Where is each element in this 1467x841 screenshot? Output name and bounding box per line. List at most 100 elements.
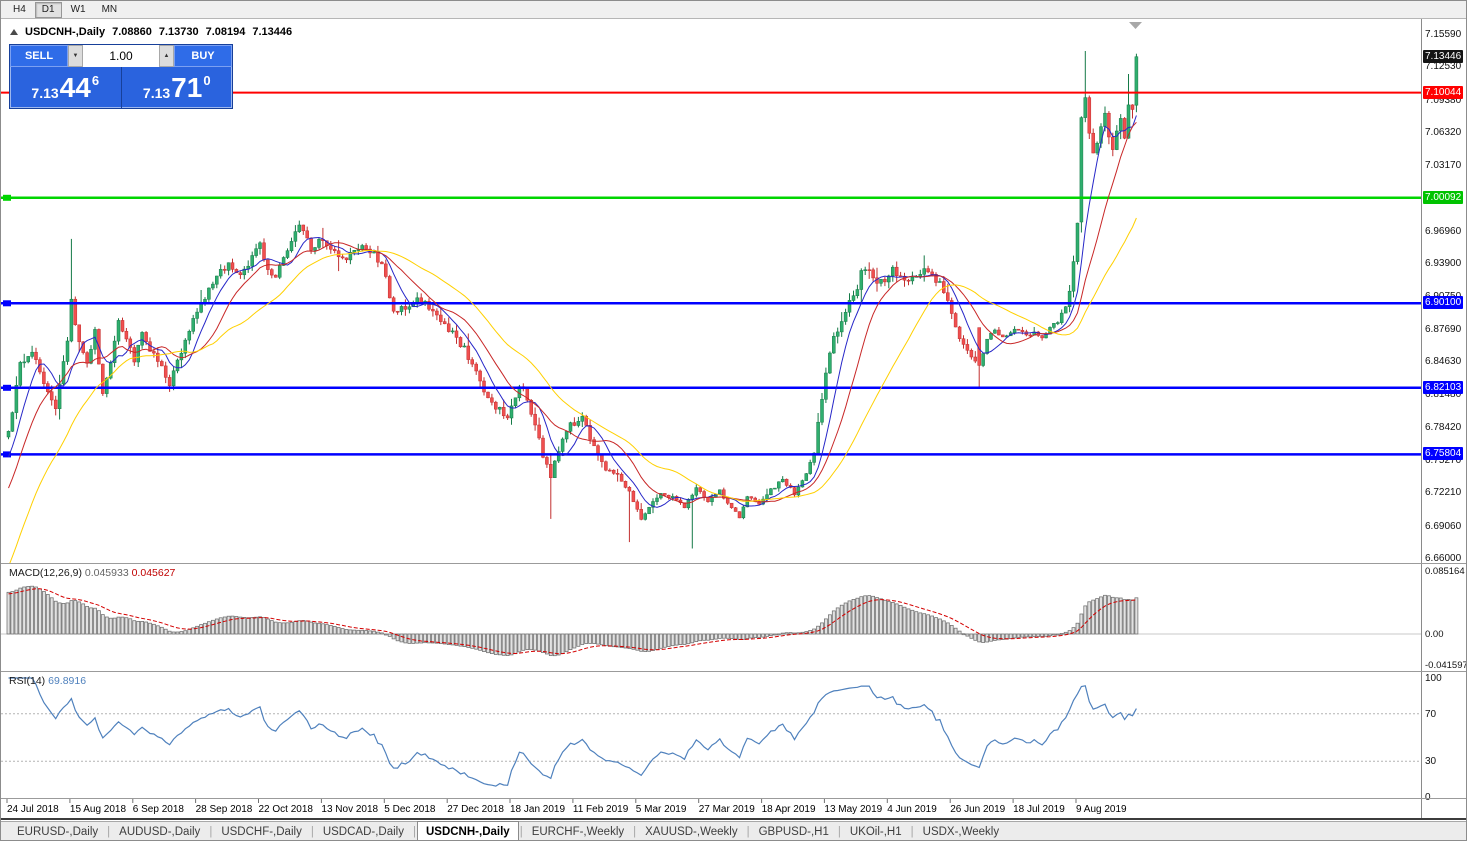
tab-audusd-daily[interactable]: AUDUSD-,Daily: [119, 826, 201, 838]
ohlc-low: 7.08194: [205, 26, 246, 38]
sell-price-pipette: 6: [91, 73, 100, 88]
price-axis-tick: 6.81480: [1425, 389, 1462, 401]
tab-separator: |: [746, 826, 750, 838]
time-axis[interactable]: 24 Jul 2018 15 Aug 2018 6 Sep 2018 28 Sep 2…: [6, 799, 1127, 815]
level-lines: [1, 91, 1421, 458]
price-axis-tick: 7.15590: [1425, 29, 1462, 40]
ma-30-line: [9, 217, 1137, 563]
tab-usdchf-daily[interactable]: USDCHF-,Daily: [221, 826, 302, 838]
macd-axis-tick: -0.041597: [1425, 659, 1467, 671]
macd-axis-tick: 0.085164: [1425, 565, 1465, 577]
sell-button[interactable]: SELL: [10, 45, 68, 67]
rsi-axis-tick: 0: [1425, 792, 1431, 803]
macd-signal-line: [8, 588, 1137, 655]
ohlc-high: 7.13730: [158, 26, 199, 38]
buy-price-prefix: 7.13: [142, 85, 171, 101]
price-axis-tick: 7.12530: [1425, 61, 1462, 73]
sell-price-big: 44: [59, 72, 91, 103]
status-separator: [1, 818, 1466, 820]
time-axis-label: 27 Mar 2019: [699, 804, 756, 815]
time-axis-label: 18 Apr 2019: [762, 804, 816, 815]
chart-shift-marker-icon: [1129, 22, 1142, 29]
timeframe-button-h4[interactable]: H4: [13, 3, 26, 15]
price-axis-tick: 7.06320: [1425, 126, 1462, 138]
tab-ukoil-h1[interactable]: UKOil-,H1: [849, 826, 902, 838]
sell-price-display[interactable]: 7.13 44 6: [10, 67, 121, 108]
tab-separator: |: [519, 826, 523, 838]
tab-gbpusd-h1[interactable]: GBPUSD-,H1: [758, 826, 829, 838]
hline-handle[interactable]: [3, 451, 11, 458]
timeframe-button-d1[interactable]: D1: [34, 1, 62, 18]
ma-7-line: [8, 115, 1137, 508]
volume-decrease-button[interactable]: ▼: [68, 45, 83, 67]
macd-name: MACD(12,26,9): [9, 567, 82, 579]
chart-tab-bar: EURUSD-,Daily | AUDUSD-,Daily | USDCHF-,Dail…: [1, 820, 1466, 840]
hline-handle[interactable]: [3, 194, 11, 201]
panel-separator-rsi[interactable]: [1, 671, 1466, 672]
price-level-badge: 7.00092: [1423, 190, 1464, 204]
timeframe-button-mn[interactable]: MN: [101, 3, 118, 15]
tab-eurchf-weekly[interactable]: EURCHF-,Weekly: [531, 826, 625, 838]
tab-separator: |: [837, 826, 841, 838]
price-axis-tick: 6.84630: [1425, 356, 1462, 368]
rsi-layer: [1, 677, 1421, 787]
price-level-badge: 7.10044: [1423, 85, 1464, 99]
time-axis-label: 28 Sep 2018: [196, 804, 253, 815]
buy-price-big: 71: [171, 72, 203, 103]
price-level-badge: 7.13446: [1423, 49, 1464, 63]
price-axis-tick: 6.72210: [1425, 487, 1462, 499]
one-click-trading-panel: SELL ▼ ▲ BUY 7.13 44 6 7.13 71 0: [9, 44, 233, 109]
time-axis-label: 9 Aug 2019: [1076, 804, 1127, 815]
panel-separator-macd[interactable]: [1, 563, 1466, 564]
rsi-axis-tick: 30: [1425, 756, 1437, 768]
tab-usdcad-daily[interactable]: USDCAD-,Daily: [322, 826, 404, 838]
time-axis-label: 24 Jul 2018: [7, 804, 59, 815]
time-axis-label: 13 May 2019: [824, 804, 882, 815]
buy-price-display[interactable]: 7.13 71 0: [122, 67, 233, 108]
price-axis-tick: 6.75270: [1425, 455, 1462, 467]
volume-input[interactable]: [83, 45, 159, 67]
rsi-line: [8, 677, 1137, 787]
tab-separator: |: [310, 826, 314, 838]
tab-separator: |: [633, 826, 637, 838]
macd-value-main: 0.045933: [84, 567, 129, 579]
price-level-badge: 6.90100: [1423, 296, 1464, 310]
rsi-indicator-label: RSI(14) 69.8916: [9, 675, 86, 687]
tab-separator: |: [910, 826, 914, 838]
candles-layer: [6, 51, 1139, 549]
tab-eurusd-daily[interactable]: EURUSD-,Daily: [17, 826, 99, 838]
rsi-name: RSI(14): [9, 675, 46, 687]
tab-xauusd-weekly[interactable]: XAUUSD-,Weekly: [645, 826, 738, 838]
time-axis-label: 5 Dec 2018: [384, 804, 436, 815]
tab-separator: |: [209, 826, 213, 838]
tab-separator: |: [107, 826, 111, 838]
price-axis-tick: 6.69060: [1425, 520, 1462, 532]
price-axis-tick: 6.66000: [1425, 552, 1462, 564]
time-axis-label: 15 Aug 2018: [70, 804, 127, 815]
one-click-collapse-icon[interactable]: [10, 29, 18, 35]
buy-button[interactable]: BUY: [174, 45, 232, 67]
ohlc-open: 7.08860: [112, 26, 152, 38]
time-axis-label: 6 Sep 2018: [133, 804, 185, 815]
timeframe-toolbar: H4 D1 W1 MN: [1, 1, 1466, 19]
hline-handle[interactable]: [3, 384, 11, 391]
time-axis-label: 11 Feb 2019: [573, 804, 629, 815]
volume-increase-button[interactable]: ▲: [159, 45, 174, 67]
macd-value-signal: 0.045627: [131, 567, 176, 579]
price-axis-tick: 6.93900: [1425, 258, 1462, 270]
tab-usdcnh-daily[interactable]: USDCNH-,Daily: [416, 820, 519, 840]
price-axis-tick: 6.96960: [1425, 225, 1462, 237]
time-axis-label: 18 Jul 2019: [1013, 804, 1065, 815]
price-scale[interactable]: 7.15590 7.12530 7.09380 7.06320 7.03170 6.969…: [1421, 19, 1467, 818]
macd-indicator-label: MACD(12,26,9) 0.045933 0.045627: [9, 567, 175, 579]
timeframe-button-w1[interactable]: W1: [70, 3, 86, 15]
time-axis-label: 5 Mar 2019: [636, 804, 687, 815]
hline-handle[interactable]: [3, 300, 11, 307]
price-axis-tick: 7.09380: [1425, 94, 1462, 106]
time-axis-label: 26 Jun 2019: [950, 804, 1005, 815]
price-axis-tick: 6.78420: [1425, 421, 1462, 433]
tab-usdx-weekly[interactable]: USDX-,Weekly: [922, 826, 1000, 838]
chart-header: USDCNH-,Daily 7.08860 7.13730 7.08194 7.…: [10, 26, 292, 38]
